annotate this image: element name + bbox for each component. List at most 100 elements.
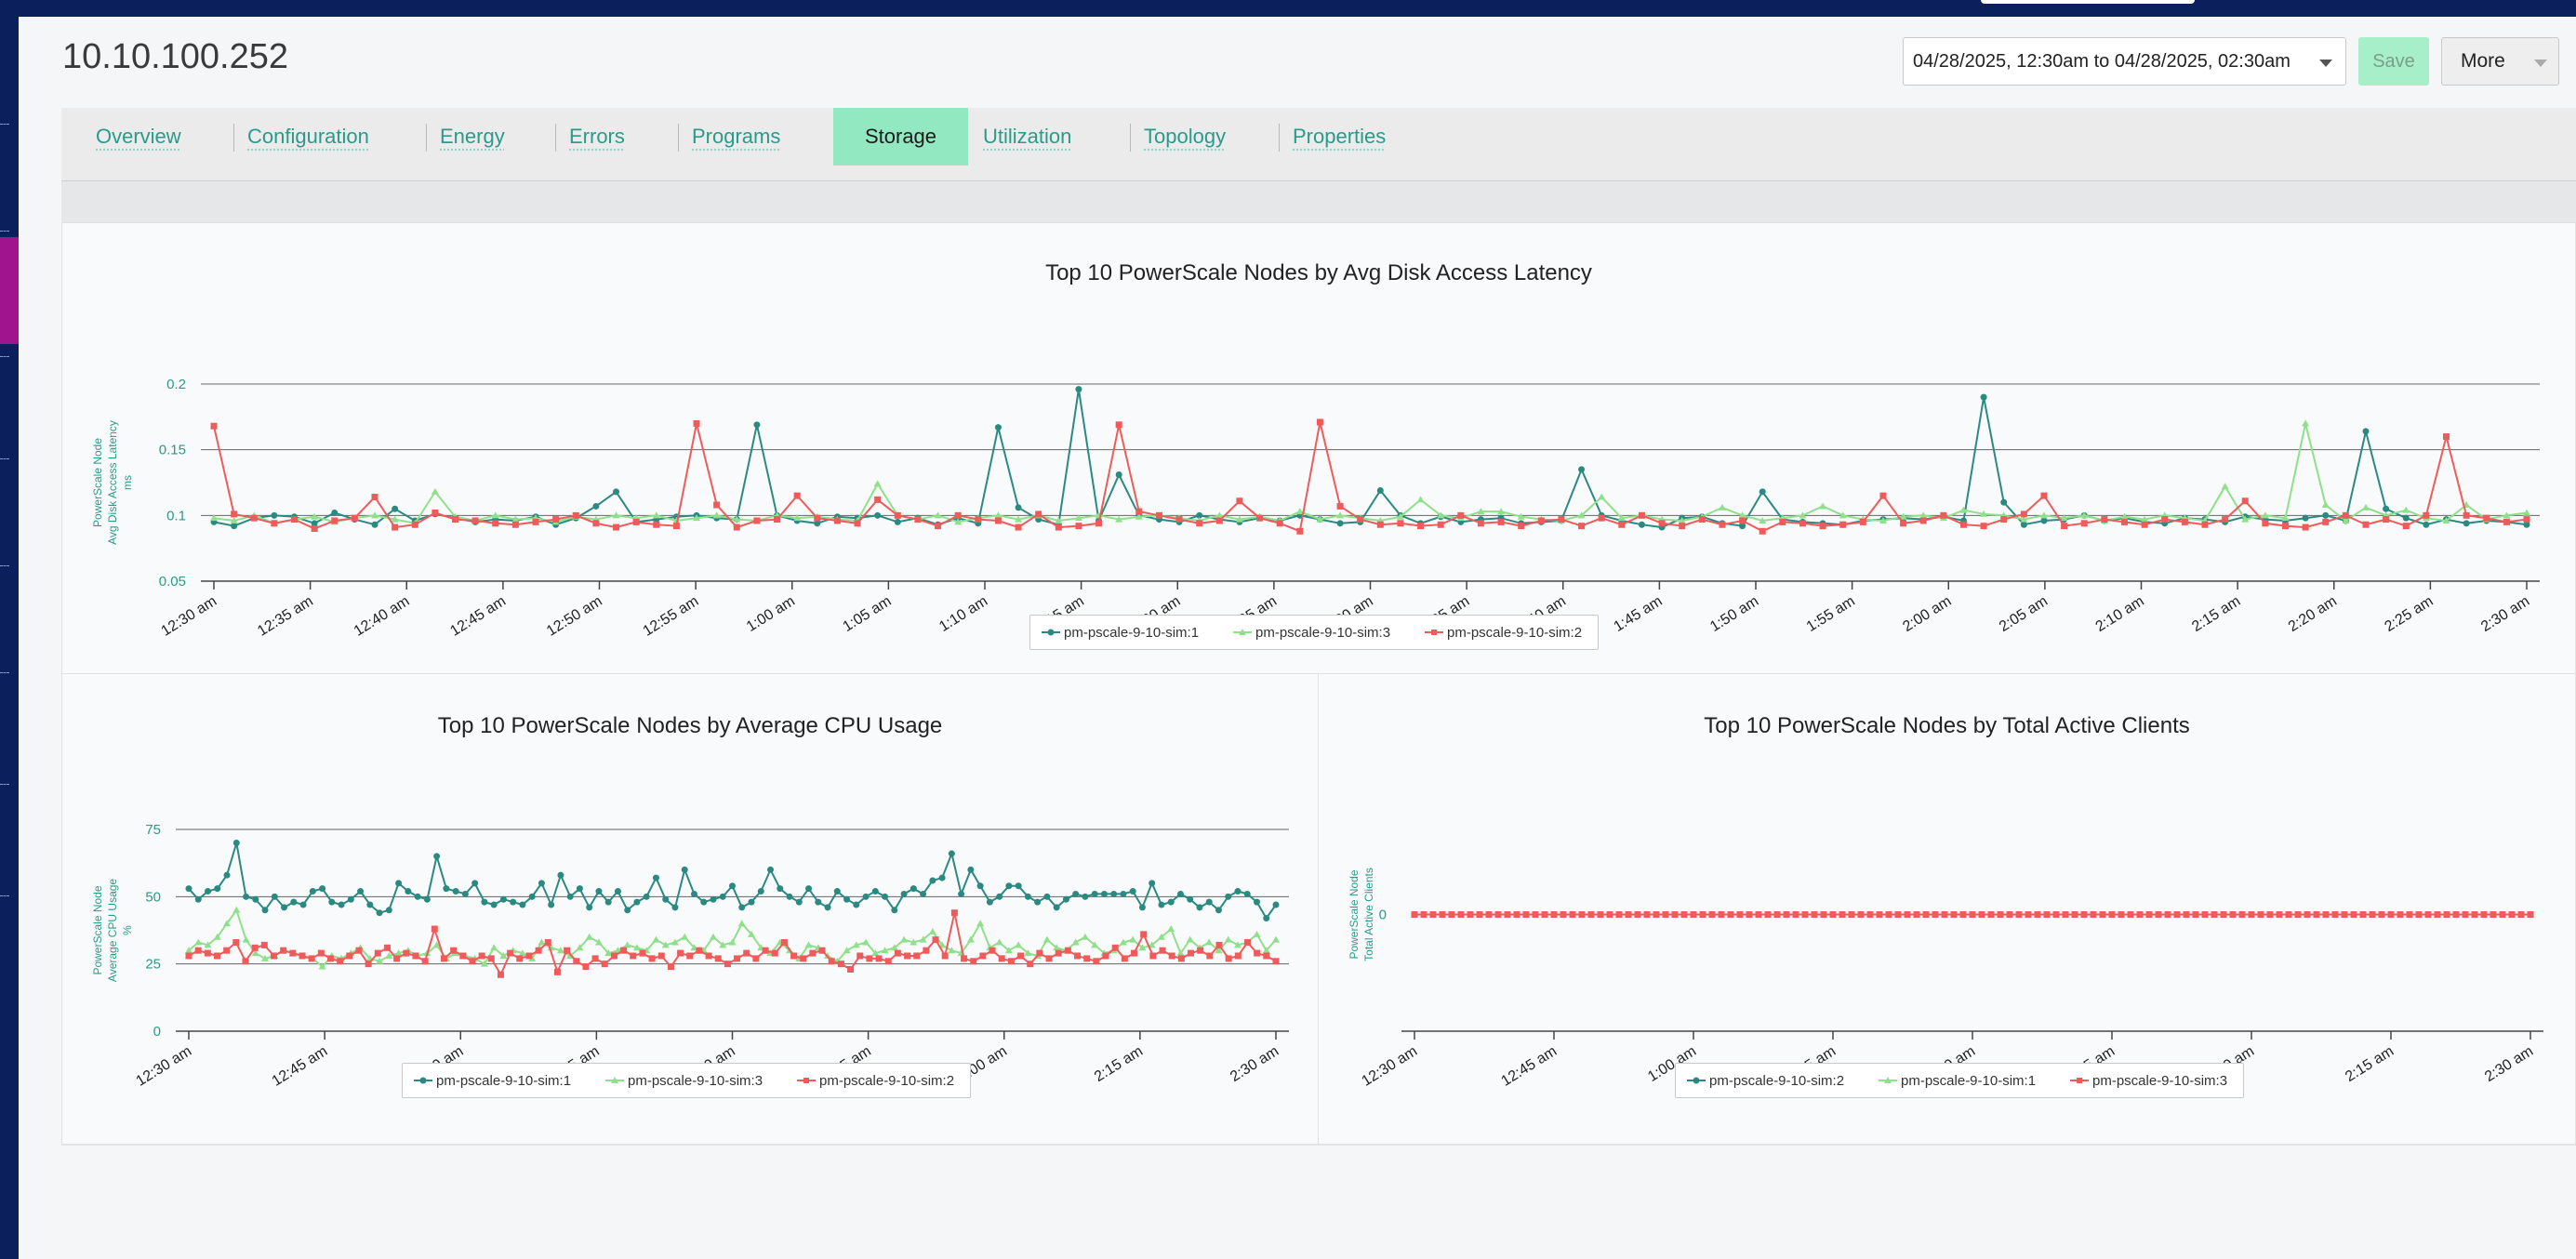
- data-point: [624, 907, 631, 914]
- save-button[interactable]: Save: [2358, 37, 2429, 86]
- data-point: [2080, 511, 2089, 519]
- data-point: [252, 895, 259, 903]
- data-point: [260, 941, 268, 948]
- data-point: [412, 952, 419, 960]
- data-point: [2313, 911, 2320, 918]
- data-point: [913, 952, 921, 960]
- data-point: [1497, 508, 1506, 515]
- more-button[interactable]: More: [2441, 37, 2559, 86]
- data-point: [1129, 888, 1136, 895]
- data-point: [894, 949, 901, 957]
- data-point: [1007, 958, 1015, 965]
- data-point: [1234, 952, 1242, 960]
- data-point: [1634, 911, 1641, 918]
- data-point: [2155, 911, 2162, 918]
- data-point: [573, 958, 580, 965]
- data-point: [871, 888, 879, 895]
- data-point: [2281, 523, 2289, 530]
- data-point: [440, 955, 447, 962]
- data-point: [510, 898, 517, 906]
- date-range-select[interactable]: 04/28/2025, 12:30am to 04/28/2025, 02:30…: [1903, 37, 2346, 86]
- data-point: [371, 494, 378, 501]
- data-point: [1900, 520, 1907, 527]
- data-point: [538, 880, 545, 887]
- data-point: [2000, 516, 2008, 523]
- tab-errors[interactable]: Errors: [569, 125, 625, 148]
- data-point: [592, 502, 600, 510]
- x-tick-label: 12:50 am: [544, 593, 605, 640]
- tab-overview[interactable]: Overview: [96, 125, 181, 148]
- tab-properties[interactable]: Properties: [1293, 125, 1387, 148]
- tab-energy[interactable]: Energy: [440, 125, 505, 148]
- data-point: [1518, 523, 1525, 530]
- data-point: [1005, 882, 1013, 890]
- data-point: [914, 516, 922, 523]
- data-point: [1036, 949, 1043, 957]
- data-point: [1662, 911, 1669, 918]
- data-point: [950, 909, 958, 917]
- x-tick-label: 12:45 am: [447, 593, 509, 640]
- tab-programs[interactable]: Programs: [692, 125, 781, 148]
- data-point: [1578, 466, 1586, 473]
- data-point: [1439, 911, 1446, 918]
- data-point: [928, 927, 936, 934]
- chart-legend: pm-pscale-9-10-sim:1 pm-pscale-9-10-sim:…: [402, 1063, 971, 1098]
- data-point: [1919, 511, 1928, 519]
- data-point: [1876, 911, 1883, 918]
- data-point: [403, 949, 410, 957]
- data-point: [1205, 938, 1214, 946]
- data-point: [1235, 515, 1243, 523]
- data-point: [1755, 911, 1762, 918]
- data-point: [1034, 898, 1042, 906]
- data-point: [2463, 511, 2470, 519]
- data-point: [376, 909, 383, 917]
- data-point: [1978, 911, 1985, 918]
- data-point: [815, 898, 822, 906]
- data-point: [748, 898, 755, 906]
- data-point: [1272, 935, 1280, 943]
- data-point: [1738, 511, 1746, 519]
- data-point: [1196, 904, 1203, 911]
- data-point: [1658, 520, 1666, 527]
- tab-separator: [678, 124, 679, 152]
- tab-topology[interactable]: Topology: [1144, 125, 1227, 148]
- data-point: [2331, 911, 2339, 918]
- data-point: [194, 947, 202, 954]
- data-point: [753, 421, 761, 429]
- tab-configuration[interactable]: Configuration: [247, 125, 369, 148]
- data-point: [1597, 911, 1604, 918]
- x-tick-label: 1:50 am: [1707, 593, 1761, 635]
- data-point: [1959, 521, 1967, 528]
- data-point: [2362, 428, 2370, 435]
- data-point: [392, 523, 399, 531]
- data-point: [591, 955, 599, 962]
- data-point: [2452, 911, 2460, 918]
- data-point: [693, 419, 700, 427]
- tab-storage[interactable]: Storage: [833, 108, 968, 166]
- data-point: [231, 523, 238, 530]
- data-point: [351, 514, 358, 522]
- data-point: [1015, 882, 1022, 890]
- data-point: [966, 935, 975, 943]
- data-point: [738, 904, 746, 911]
- data-point: [948, 850, 955, 857]
- data-point: [592, 520, 600, 527]
- legend-label: pm-pscale-9-10-sim:3: [2092, 1073, 2228, 1089]
- sidebar-active-marker[interactable]: [0, 237, 19, 344]
- data-point: [328, 898, 336, 906]
- legend-label: pm-pscale-9-10-sim:3: [1255, 625, 1391, 641]
- legend-marker-circle-icon: [414, 1077, 432, 1084]
- data-point: [1879, 492, 1887, 499]
- tab-utilization[interactable]: Utilization: [983, 125, 1072, 148]
- data-point: [696, 947, 703, 954]
- data-point: [572, 511, 579, 519]
- data-point: [308, 955, 315, 962]
- data-point: [371, 511, 379, 519]
- data-point: [1522, 911, 1530, 918]
- legend-marker-triangle-icon: [605, 1077, 624, 1083]
- nav-pill[interactable]: [1981, 0, 2195, 4]
- data-point: [1055, 523, 1062, 531]
- data-point: [213, 952, 220, 960]
- data-point: [2369, 911, 2376, 918]
- data-point: [1176, 949, 1185, 957]
